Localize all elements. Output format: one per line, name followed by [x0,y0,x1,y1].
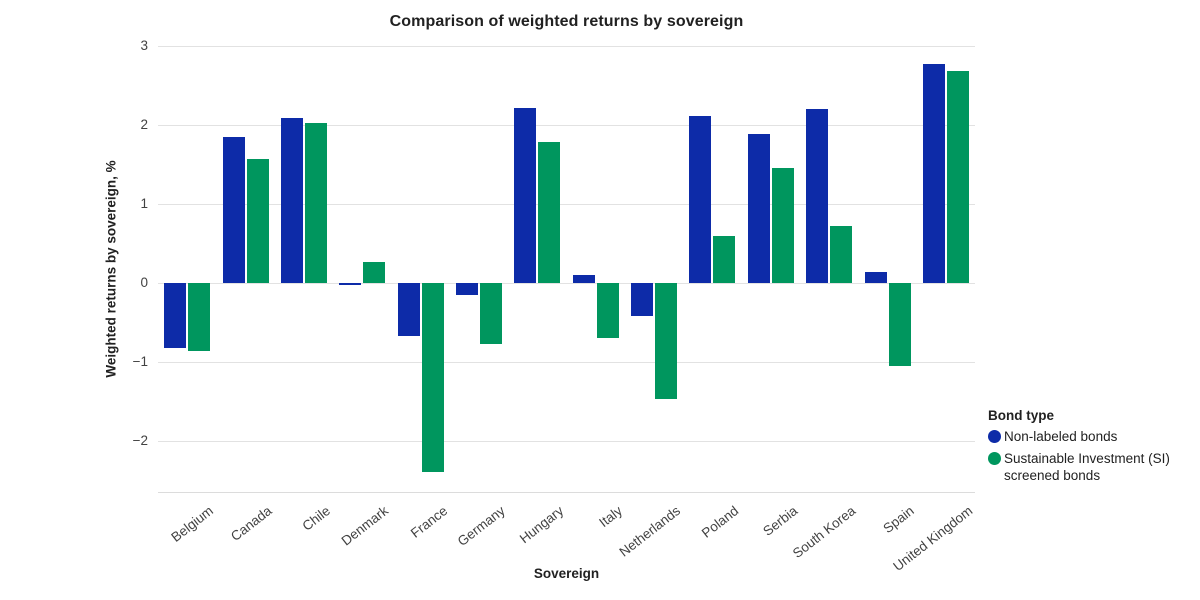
bar-poland-si-screened [713,236,736,283]
bar-italy-si-screened [596,282,619,339]
bar-france-si-screened [421,282,444,473]
x-tick-label-spain: Spain [880,503,917,537]
bar-belgium-non-labeled [164,282,187,349]
x-tick-label-denmark: Denmark [339,503,392,549]
x-tick-label-germany: Germany [455,503,509,550]
gridline-y-−2 [158,440,975,442]
bar-belgium-si-screened [188,282,211,352]
x-tick-label-italy: Italy [596,503,625,531]
x-tick-label-south-korea: South Korea [789,503,859,562]
bar-france-non-labeled [397,282,420,336]
legend: Bond type Non-labeled bonds Sustainable I… [988,408,1193,489]
y-tick-label: 0 [140,274,148,290]
legend-item-si-screened-bonds[interactable]: Sustainable Investment (SI) screened bon… [988,450,1193,484]
x-tick-label-poland: Poland [699,503,742,541]
bar-italy-non-labeled [572,274,595,283]
bar-germany-si-screened [480,282,502,345]
gridline-y-1 [158,203,975,205]
gridline-y-0 [158,282,975,284]
bar-poland-non-labeled [689,115,712,283]
bar-denmark-si-screened [363,262,386,283]
x-axis-title: Sovereign [533,566,600,581]
bar-hungary-si-screened [538,142,561,283]
x-tick-label-belgium: Belgium [168,503,217,545]
bar-hungary-non-labeled [514,107,537,283]
gridline-y-3 [158,46,975,47]
bar-canada-si-screened [246,158,269,283]
gridline-y-2 [158,124,975,126]
x-tick-label-chile: Chile [299,503,334,534]
y-axis-title: Weighted returns by sovereign, % [103,160,119,378]
bar-netherlands-non-labeled [631,282,653,316]
bar-chile-non-labeled [280,117,303,283]
bar-canada-non-labeled [222,136,245,283]
x-tick-label-france: France [407,503,450,541]
legend-title: Bond type [988,408,1054,423]
bar-germany-non-labeled [456,282,478,295]
bar-denmark-non-labeled [339,282,362,286]
bar-south-korea-si-screened [830,226,853,283]
legend-item-label: Sustainable Investment (SI) screened bon… [1004,451,1170,483]
bar-serbia-si-screened [771,167,794,283]
legend-item-label: Non-labeled bonds [1004,429,1118,444]
gridline-y-−1 [158,361,975,363]
legend-items: Non-labeled bonds Sustainable Investment … [988,428,1193,484]
bar-netherlands-si-screened [655,282,677,399]
bar-serbia-non-labeled [747,134,770,283]
x-tick-label-netherlands: Netherlands [616,503,684,560]
chart-title: Comparison of weighted returns by sovere… [389,13,744,30]
legend-marker-circle-icon [988,452,1001,465]
bar-south-korea-non-labeled [806,109,829,283]
x-tick-label-canada: Canada [228,503,275,544]
legend-marker-circle-icon [988,430,1001,443]
y-tick-label: 2 [140,116,148,132]
bar-spain-non-labeled [864,271,887,283]
y-tick-label: 1 [140,195,148,211]
x-tick-label-hungary: Hungary [517,503,567,547]
y-tick-label: −2 [132,432,148,448]
legend-item-non-labeled-bonds[interactable]: Non-labeled bonds [988,428,1193,445]
bar-united-kingdom-non-labeled [922,64,945,283]
bar-united-kingdom-si-screened [946,71,969,283]
bar-chile-si-screened [304,123,327,283]
bar-spain-si-screened [888,282,911,366]
x-tick-label-serbia: Serbia [759,503,800,539]
plot-area [158,46,975,493]
y-tick-label: −1 [132,353,148,369]
y-tick-label: 3 [140,38,148,53]
